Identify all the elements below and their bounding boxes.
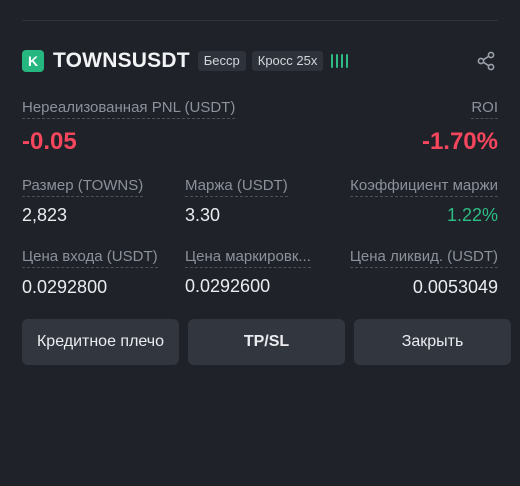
tpsl-button[interactable]: TP/SL [188,319,345,365]
roi-label[interactable]: ROI [471,99,498,119]
symbol-name[interactable]: TOWNSUSDT [53,49,190,72]
share-icon[interactable] [476,51,496,71]
margin-label[interactable]: Маржа (USDT) [185,177,288,197]
divider [22,20,498,21]
size-value: 2,823 [22,205,68,225]
margin-ratio-label[interactable]: Коэффициент маржи [350,177,498,197]
coin-logo: K [22,50,44,72]
position-header: K TOWNSUSDT Бесср Кросс 25x [22,47,498,75]
leverage-button[interactable]: Кредитное плечо [22,319,179,365]
mark-price-value: 0.0292600 [185,276,271,296]
roi-value: -1.70% [421,128,498,155]
risk-bar [346,54,349,68]
entry-price-value: 0.0292800 [22,277,108,297]
risk-bar [336,54,339,68]
pnl-value: -0.05 [22,128,77,155]
pnl-label[interactable]: Нереализованная PNL (USDT) [22,99,236,119]
liq-price-value: 0.0053049 [412,277,498,297]
entry-price-label[interactable]: Цена входа (USDT) [22,248,158,268]
liq-price-label[interactable]: Цена ликвид. (USDT) [349,248,498,268]
risk-bar [331,54,334,68]
margin-ratio-value: 1.22% [446,205,498,225]
close-position-button[interactable]: Закрыть [354,319,511,365]
risk-level-bars [331,54,349,68]
risk-bar [341,54,344,68]
leverage-tag: Кросс 25x [251,51,324,71]
size-label[interactable]: Размер (TOWNS) [22,177,144,197]
margin-mode-tag: Бесср [197,51,246,71]
margin-value: 3.30 [185,205,221,225]
mark-price-label[interactable]: Цена маркировк... [185,248,311,268]
